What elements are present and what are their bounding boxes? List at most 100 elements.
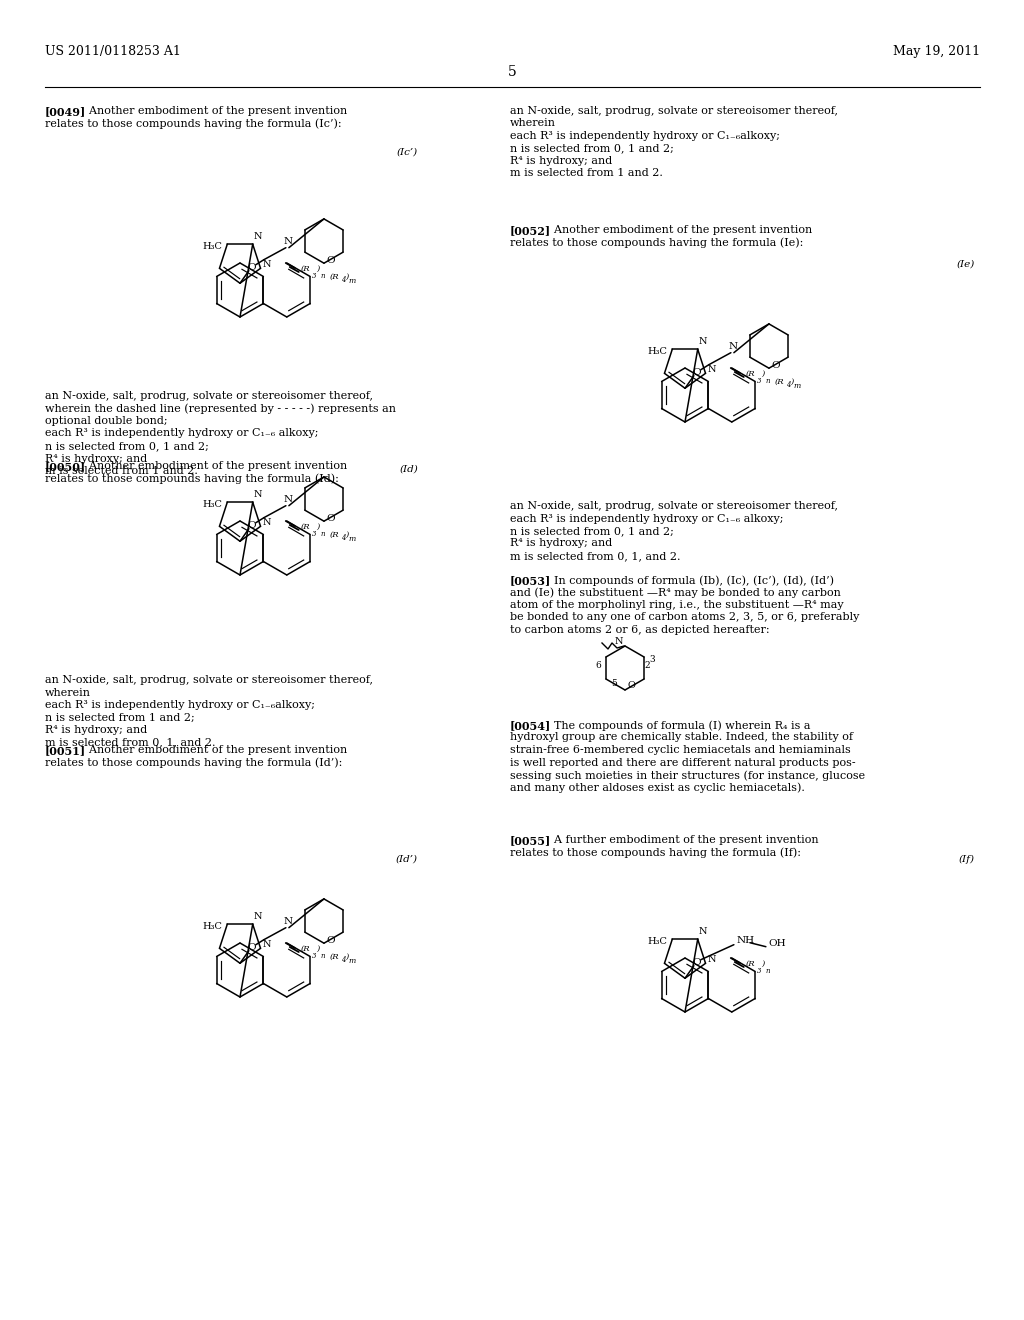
Text: 4: 4 (341, 535, 345, 543)
Text: ): ) (315, 523, 319, 531)
Text: 5: 5 (508, 65, 516, 79)
Text: and (Ie) the substituent —R⁴ may be bonded to any carbon: and (Ie) the substituent —R⁴ may be bond… (510, 587, 841, 598)
Text: (R: (R (745, 370, 756, 378)
Text: R⁴ is hydroxy; and: R⁴ is hydroxy; and (45, 725, 147, 735)
Text: (R: (R (301, 945, 310, 953)
Text: 3: 3 (757, 968, 761, 975)
Text: [0050]: [0050] (45, 461, 86, 473)
Text: n: n (321, 272, 326, 280)
Text: 3: 3 (757, 378, 761, 385)
Text: 4: 4 (341, 276, 345, 284)
Text: (R: (R (301, 265, 310, 273)
Text: In compounds of formula (Ib), (Ic), (Ic’), (Id), (Id’): In compounds of formula (Ib), (Ic), (Ic’… (547, 576, 834, 586)
Text: 4: 4 (786, 381, 791, 389)
Text: 3: 3 (311, 531, 316, 539)
Text: N: N (254, 232, 262, 242)
Text: 4: 4 (341, 956, 345, 964)
Text: H₃C: H₃C (647, 347, 668, 355)
Text: [0049]: [0049] (45, 106, 86, 117)
Text: n is selected from 1 and 2;: n is selected from 1 and 2; (45, 713, 195, 722)
Text: May 19, 2011: May 19, 2011 (893, 45, 980, 58)
Text: H₃C: H₃C (203, 921, 222, 931)
Text: N: N (708, 954, 716, 964)
Text: A further embodiment of the present invention: A further embodiment of the present inve… (547, 836, 818, 845)
Text: N: N (284, 916, 293, 925)
Text: O: O (771, 360, 779, 370)
Text: US 2011/0118253 A1: US 2011/0118253 A1 (45, 45, 181, 58)
Text: O: O (692, 368, 701, 378)
Text: to carbon atoms 2 or 6, as depicted hereafter:: to carbon atoms 2 or 6, as depicted here… (510, 624, 770, 635)
Text: OH: OH (768, 940, 785, 948)
Text: ): ) (345, 273, 348, 281)
Text: H₃C: H₃C (203, 242, 222, 251)
Text: 6: 6 (595, 660, 601, 669)
Text: O: O (248, 521, 256, 531)
Text: m is selected from 1 and 2.: m is selected from 1 and 2. (510, 169, 663, 178)
Text: N: N (708, 364, 716, 374)
Text: relates to those compounds having the formula (Ic’):: relates to those compounds having the fo… (45, 119, 342, 129)
Text: ): ) (761, 960, 764, 968)
Text: 3: 3 (311, 952, 316, 960)
Text: N: N (284, 236, 293, 246)
Text: O: O (326, 256, 335, 265)
Text: N: N (614, 636, 623, 645)
Text: n is selected from 0, 1 and 2;: n is selected from 0, 1 and 2; (510, 144, 674, 153)
Text: relates to those compounds having the formula (Id’):: relates to those compounds having the fo… (45, 758, 342, 768)
Text: (If): (If) (959, 855, 975, 865)
Text: wherein the dashed line (represented by - - - - -) represents an: wherein the dashed line (represented by … (45, 404, 396, 414)
Text: The compounds of formula (I) wherein R₄ is a: The compounds of formula (I) wherein R₄ … (547, 719, 811, 730)
Text: each R³ is independently hydroxy or C₁₋₆alkoxy;: each R³ is independently hydroxy or C₁₋₆… (45, 700, 315, 710)
Text: n: n (321, 952, 326, 960)
Text: N: N (698, 337, 708, 346)
Text: (Id): (Id) (399, 465, 418, 474)
Text: R⁴ is hydroxy; and: R⁴ is hydroxy; and (510, 539, 612, 549)
Text: n is selected from 0, 1 and 2;: n is selected from 0, 1 and 2; (45, 441, 209, 451)
Text: an N-oxide, salt, prodrug, solvate or stereoisomer thereof,: an N-oxide, salt, prodrug, solvate or st… (510, 106, 838, 116)
Text: ): ) (761, 370, 764, 378)
Text: [0052]: [0052] (510, 224, 551, 236)
Text: N: N (254, 912, 262, 921)
Text: (Id’): (Id’) (396, 855, 418, 865)
Text: ): ) (345, 953, 348, 961)
Text: ): ) (345, 531, 348, 539)
Text: an N-oxide, salt, prodrug, solvate or stereoisomer thereof,: an N-oxide, salt, prodrug, solvate or st… (45, 675, 373, 685)
Text: R⁴ is hydroxy; and: R⁴ is hydroxy; and (45, 454, 147, 463)
Text: O: O (692, 958, 701, 968)
Text: (R: (R (301, 523, 310, 531)
Text: H₃C: H₃C (647, 937, 668, 945)
Text: N: N (254, 490, 262, 499)
Text: Another embodiment of the present invention: Another embodiment of the present invent… (82, 744, 347, 755)
Text: R⁴ is hydroxy; and: R⁴ is hydroxy; and (510, 156, 612, 166)
Text: m: m (349, 535, 356, 544)
Text: n: n (766, 968, 770, 975)
Text: 3: 3 (311, 272, 316, 280)
Text: each R³ is independently hydroxy or C₁₋₆ alkoxy;: each R³ is independently hydroxy or C₁₋₆… (45, 429, 318, 438)
Text: sessing such moieties in their structures (for instance, glucose: sessing such moieties in their structure… (510, 770, 865, 780)
Text: ): ) (315, 265, 319, 273)
Text: O: O (326, 936, 335, 945)
Text: strain-free 6-membered cyclic hemiacetals and hemiaminals: strain-free 6-membered cyclic hemiacetal… (510, 744, 851, 755)
Text: (R: (R (330, 531, 340, 539)
Text: Another embodiment of the present invention: Another embodiment of the present invent… (82, 461, 347, 471)
Text: [0051]: [0051] (45, 744, 86, 756)
Text: be bonded to any one of carbon atoms 2, 3, 5, or 6, preferably: be bonded to any one of carbon atoms 2, … (510, 612, 859, 623)
Text: is well reported and there are different natural products pos-: is well reported and there are different… (510, 758, 856, 767)
Text: (R: (R (775, 379, 784, 387)
Text: atom of the morpholinyl ring, i.e., the substituent —R⁴ may: atom of the morpholinyl ring, i.e., the … (510, 601, 844, 610)
Text: H₃C: H₃C (203, 500, 222, 508)
Text: N: N (698, 927, 708, 936)
Text: m is selected from 1 and 2.: m is selected from 1 and 2. (45, 466, 198, 477)
Text: n: n (766, 378, 770, 385)
Text: O: O (326, 513, 335, 523)
Text: and many other aldoses exist as cyclic hemiacetals).: and many other aldoses exist as cyclic h… (510, 783, 805, 793)
Text: N: N (262, 260, 271, 269)
Text: N: N (284, 495, 293, 504)
Text: N: N (262, 940, 271, 949)
Text: 5: 5 (611, 680, 616, 689)
Text: wherein: wherein (45, 688, 91, 697)
Text: 3: 3 (649, 655, 654, 664)
Text: m is selected from 0, 1, and 2.: m is selected from 0, 1, and 2. (45, 738, 215, 747)
Text: each R³ is independently hydroxy or C₁₋₆alkoxy;: each R³ is independently hydroxy or C₁₋₆… (510, 131, 780, 141)
Text: Another embodiment of the present invention: Another embodiment of the present invent… (547, 224, 812, 235)
Text: relates to those compounds having the formula (Ie):: relates to those compounds having the fo… (510, 238, 804, 248)
